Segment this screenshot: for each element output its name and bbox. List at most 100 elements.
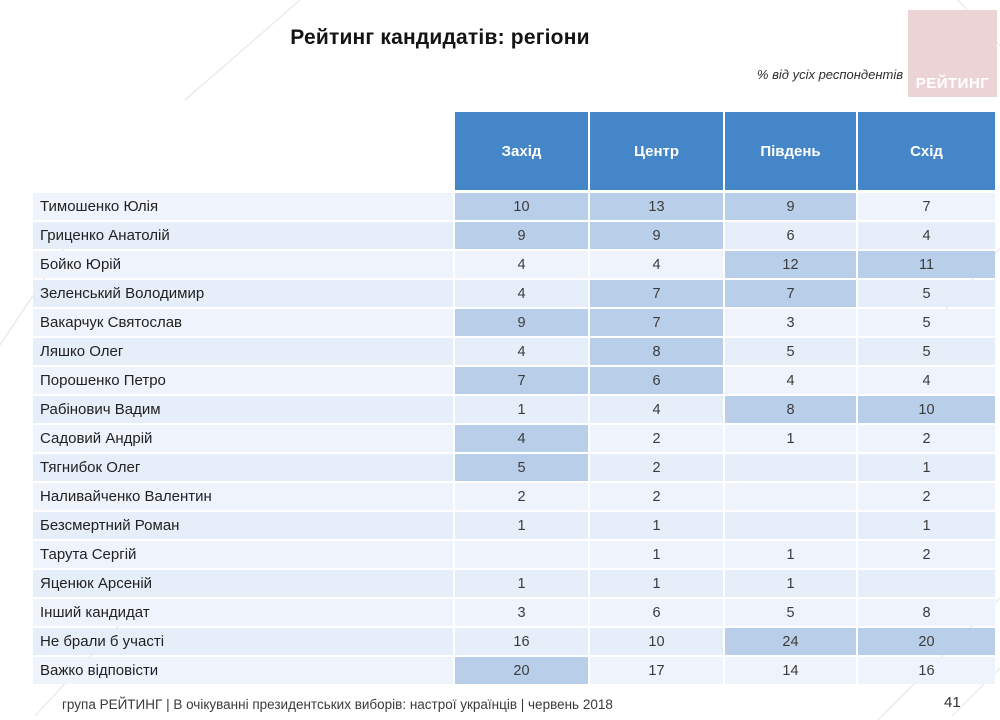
value-cell xyxy=(725,454,856,481)
candidate-name: Рабінович Вадим xyxy=(33,396,453,423)
table-row: Ляшко Олег 4 8 5 5 xyxy=(33,338,995,365)
value-cell: 2 xyxy=(590,425,723,452)
table-row: Гриценко Анатолій 9 9 6 4 xyxy=(33,222,995,249)
value-cell: 2 xyxy=(858,541,995,568)
candidate-name: Бойко Юрій xyxy=(33,251,453,278)
value-cell: 5 xyxy=(858,280,995,307)
value-cell: 20 xyxy=(858,628,995,655)
value-cell: 7 xyxy=(590,309,723,336)
value-cell: 8 xyxy=(725,396,856,423)
candidate-name: Яценюк Арсеній xyxy=(33,570,453,597)
table-row: Тягнибок Олег 5 2 1 xyxy=(33,454,995,481)
page-title: Рейтинг кандидатів: регіони xyxy=(290,26,590,49)
candidate-name: Порошенко Петро xyxy=(33,367,453,394)
value-cell: 8 xyxy=(858,599,995,626)
value-cell: 4 xyxy=(590,396,723,423)
value-cell: 4 xyxy=(725,367,856,394)
value-cell: 5 xyxy=(858,309,995,336)
table-row: Рабінович Вадим 1 4 8 10 xyxy=(33,396,995,423)
table-row: Порошенко Петро 7 6 4 4 xyxy=(33,367,995,394)
value-cell: 1 xyxy=(858,454,995,481)
value-cell: 12 xyxy=(725,251,856,278)
candidate-name: Безсмертний Роман xyxy=(33,512,453,539)
table-row: Не брали б участі 16 10 24 20 xyxy=(33,628,995,655)
value-cell: 17 xyxy=(590,657,723,684)
value-cell: 2 xyxy=(455,483,588,510)
rating-group-logo: РЕЙТИНГ xyxy=(908,10,997,97)
value-cell: 9 xyxy=(725,193,856,220)
candidate-name: Гриценко Анатолій xyxy=(33,222,453,249)
table-row: Вакарчук Святослав 9 7 3 5 xyxy=(33,309,995,336)
value-cell: 2 xyxy=(590,454,723,481)
value-cell: 1 xyxy=(858,512,995,539)
table-row: Інший кандидат 3 6 5 8 xyxy=(33,599,995,626)
value-cell: 13 xyxy=(590,193,723,220)
value-cell: 20 xyxy=(455,657,588,684)
candidate-name: Тимошенко Юлія xyxy=(33,193,453,220)
value-cell: 1 xyxy=(590,570,723,597)
subtitle-percent-note: % від усіх респондентів xyxy=(756,67,903,82)
candidate-name: Не брали б участі xyxy=(33,628,453,655)
table-row: Наливайченко Валентин 2 2 2 xyxy=(33,483,995,510)
value-cell: 1 xyxy=(455,512,588,539)
value-cell: 8 xyxy=(590,338,723,365)
value-cell: 6 xyxy=(725,222,856,249)
value-cell: 5 xyxy=(725,338,856,365)
value-cell: 3 xyxy=(455,599,588,626)
value-cell: 6 xyxy=(590,599,723,626)
value-cell: 5 xyxy=(858,338,995,365)
candidate-name: Вакарчук Святослав xyxy=(33,309,453,336)
value-cell: 9 xyxy=(455,222,588,249)
value-cell: 4 xyxy=(455,425,588,452)
table-row: Яценюк Арсеній 1 1 1 xyxy=(33,570,995,597)
value-cell: 4 xyxy=(858,367,995,394)
table-row: Зеленський Володимир 4 7 7 5 xyxy=(33,280,995,307)
header-name-spacer xyxy=(33,112,453,190)
value-cell xyxy=(858,570,995,597)
table-row: Тимошенко Юлія 10 13 9 7 xyxy=(33,193,995,220)
column-header-1: Захід xyxy=(455,112,588,190)
table-row: Бойко Юрій 4 4 12 11 xyxy=(33,251,995,278)
column-header-4: Схід xyxy=(858,112,995,190)
value-cell: 2 xyxy=(858,483,995,510)
candidate-name: Ляшко Олег xyxy=(33,338,453,365)
value-cell: 4 xyxy=(455,251,588,278)
value-cell: 1 xyxy=(455,396,588,423)
value-cell: 7 xyxy=(725,280,856,307)
value-cell: 1 xyxy=(725,425,856,452)
table-row: Важко відповісти 20 17 14 16 xyxy=(33,657,995,684)
table-header-row: Захід Центр Південь Схід xyxy=(33,112,995,190)
value-cell: 5 xyxy=(725,599,856,626)
value-cell: 7 xyxy=(590,280,723,307)
value-cell: 24 xyxy=(725,628,856,655)
value-cell: 4 xyxy=(455,338,588,365)
value-cell: 4 xyxy=(858,222,995,249)
value-cell: 7 xyxy=(858,193,995,220)
value-cell: 1 xyxy=(725,570,856,597)
value-cell: 4 xyxy=(590,251,723,278)
value-cell: 6 xyxy=(590,367,723,394)
value-cell: 3 xyxy=(725,309,856,336)
value-cell: 1 xyxy=(455,570,588,597)
value-cell: 9 xyxy=(455,309,588,336)
candidate-name: Важко відповісти xyxy=(33,657,453,684)
table-row: Тарута Сергій 1 1 2 xyxy=(33,541,995,568)
table-row: Садовий Андрій 4 2 1 2 xyxy=(33,425,995,452)
candidate-name: Інший кандидат xyxy=(33,599,453,626)
candidate-name: Тягнибок Олег xyxy=(33,454,453,481)
candidate-name: Зеленський Володимир xyxy=(33,280,453,307)
value-cell: 1 xyxy=(590,512,723,539)
rating-group-logo-text: РЕЙТИНГ xyxy=(915,75,990,92)
value-cell: 10 xyxy=(455,193,588,220)
value-cell: 7 xyxy=(455,367,588,394)
value-cell: 9 xyxy=(590,222,723,249)
value-cell: 10 xyxy=(590,628,723,655)
column-header-3: Південь xyxy=(725,112,856,190)
regions-table: Захід Центр Південь Схід Тимошенко Юлія 10 13 9… xyxy=(33,112,995,686)
candidate-name: Садовий Андрій xyxy=(33,425,453,452)
value-cell: 1 xyxy=(725,541,856,568)
value-cell xyxy=(725,512,856,539)
value-cell: 14 xyxy=(725,657,856,684)
value-cell: 2 xyxy=(858,425,995,452)
